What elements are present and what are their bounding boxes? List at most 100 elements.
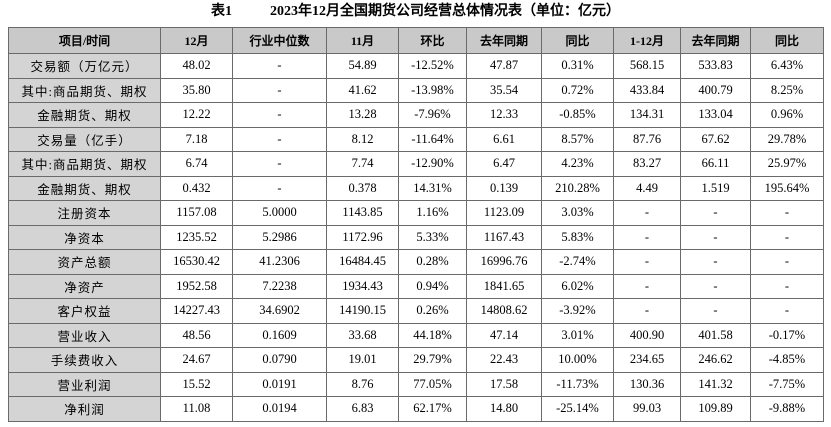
table-cell: 25.97% bbox=[750, 151, 824, 177]
table-cell: -12.52% bbox=[398, 53, 467, 79]
row-label: 其中:商品期货、期权 bbox=[8, 151, 161, 177]
table-cell: 533.83 bbox=[680, 53, 751, 79]
table-cell: 10.00% bbox=[541, 347, 614, 373]
row-label: 其中:商品期货、期权 bbox=[8, 77, 161, 103]
table-cell: 54.89 bbox=[326, 53, 399, 79]
table-cell: - bbox=[232, 126, 327, 152]
table-cell: 47.87 bbox=[466, 53, 542, 79]
table-cell: 0.0194 bbox=[232, 396, 327, 422]
table-cell: 16996.76 bbox=[466, 249, 542, 275]
table-cell: 0.0191 bbox=[232, 371, 327, 397]
table-cell: 3.01% bbox=[541, 322, 614, 348]
table-cell: 0.1609 bbox=[232, 322, 327, 348]
table-cell: 8.57% bbox=[541, 126, 614, 152]
table-cell: 13.28 bbox=[326, 102, 399, 128]
table-cell: 6.47 bbox=[466, 151, 542, 177]
table-cell: -4.85% bbox=[750, 347, 824, 373]
table-cell: -12.90% bbox=[398, 151, 467, 177]
table-cell: 19.01 bbox=[326, 347, 399, 373]
caption: 表1 2023年12月全国期货公司经营总体情况表（单位：亿元） bbox=[0, 2, 831, 22]
table-cell: 1123.09 bbox=[466, 200, 542, 226]
row-label: 客户权益 bbox=[8, 298, 161, 324]
table-cell: 134.31 bbox=[613, 102, 681, 128]
table-cell: - bbox=[613, 298, 681, 324]
column-header: 项目/时间 bbox=[8, 27, 161, 54]
table-cell: 4.49 bbox=[613, 175, 681, 201]
table-cell: 34.6902 bbox=[232, 298, 327, 324]
table-cell: 0.378 bbox=[326, 175, 399, 201]
table-cell: - bbox=[750, 273, 824, 299]
table-cell: 6.74 bbox=[160, 151, 233, 177]
header-row: 项目/时间 12月 行业中位数 11月 环比 去年同期 同比 1-12月 去年同期 同比 bbox=[8, 27, 824, 54]
table-cell: -3.92% bbox=[541, 298, 614, 324]
table-cell: 66.11 bbox=[680, 151, 751, 177]
column-header: 11月 bbox=[326, 27, 399, 54]
row-label: 注册资本 bbox=[8, 200, 161, 226]
column-header: 环比 bbox=[398, 27, 467, 54]
table-cell: 7.2238 bbox=[232, 273, 327, 299]
table-cell: 48.56 bbox=[160, 322, 233, 348]
table-cell: 1143.85 bbox=[326, 200, 399, 226]
table-cell: 1952.58 bbox=[160, 273, 233, 299]
table-cell: - bbox=[680, 200, 751, 226]
table-cell: -0.85% bbox=[541, 102, 614, 128]
table-row: 交易量（亿手） 7.18-8.12 -11.64% 6.61 8.57% 87.76 67.… bbox=[8, 126, 824, 152]
table-cell: - bbox=[750, 224, 824, 250]
table-cell: - bbox=[750, 200, 824, 226]
table-cell: 14190.15 bbox=[326, 298, 399, 324]
table-row: 营业利润 15.52 0.0191 8.76 77.05% 17.58 -11.73% 130… bbox=[8, 371, 824, 397]
table-cell: 77.05% bbox=[398, 371, 467, 397]
table-cell: 5.83% bbox=[541, 224, 614, 250]
row-label: 净资本 bbox=[8, 224, 161, 250]
table-cell: 41.2306 bbox=[232, 249, 327, 275]
table-cell: 5.2986 bbox=[232, 224, 327, 250]
row-label: 交易额（万亿元） bbox=[8, 53, 161, 79]
table-cell: 17.58 bbox=[466, 371, 542, 397]
table-cell: 1157.08 bbox=[160, 200, 233, 226]
table-cell: -11.64% bbox=[398, 126, 467, 152]
table-cell: 5.33% bbox=[398, 224, 467, 250]
table-row: 金融期货、期权 12.22-13.28 -7.96% 12.33 -0.85% 134.3… bbox=[8, 102, 824, 128]
table-cell: -7.96% bbox=[398, 102, 467, 128]
table-row: 手续费收入 24.67 0.0790 19.01 29.79% 22.43 10.00% 23… bbox=[8, 347, 824, 373]
table-row: 其中:商品期货、期权 6.74-7.74 -12.90% 6.47 4.23% 83.27… bbox=[8, 151, 824, 177]
table-row: 交易额（万亿元） 48.02-54.89 -12.52% 47.87 0.31% 568.… bbox=[8, 53, 824, 79]
table-cell: 14.80 bbox=[466, 396, 542, 422]
table-cell: 48.02 bbox=[160, 53, 233, 79]
table-cell: 1167.43 bbox=[466, 224, 542, 250]
row-label: 营业利润 bbox=[8, 371, 161, 397]
table-cell: - bbox=[680, 298, 751, 324]
table-cell: - bbox=[232, 151, 327, 177]
row-label: 资产总额 bbox=[8, 249, 161, 275]
table-cell: 109.89 bbox=[680, 396, 751, 422]
data-table: 项目/时间 12月 行业中位数 11月 环比 去年同期 同比 1-12月 去年同期 同比 交易额（… bbox=[8, 27, 824, 422]
table-cell: - bbox=[680, 224, 751, 250]
table-cell: - bbox=[232, 77, 327, 103]
table-row: 净资本 1235.52 5.2986 1172.96 5.33% 1167.43 5.83%… bbox=[8, 224, 824, 250]
table-cell: 141.32 bbox=[680, 371, 751, 397]
column-header: 去年同期 bbox=[466, 27, 542, 54]
table-title: 2023年12月全国期货公司经营总体情况表（单位：亿元） bbox=[270, 4, 620, 19]
column-header: 1-12月 bbox=[613, 27, 681, 54]
table-cell: 1.519 bbox=[680, 175, 751, 201]
table-cell: 8.25% bbox=[750, 77, 824, 103]
table-cell: 8.76 bbox=[326, 371, 399, 397]
table-cell: 0.31% bbox=[541, 53, 614, 79]
table-cell: 62.17% bbox=[398, 396, 467, 422]
table-cell: 133.04 bbox=[680, 102, 751, 128]
table-cell: - bbox=[750, 298, 824, 324]
table-cell: -11.73% bbox=[541, 371, 614, 397]
table-cell: 87.76 bbox=[613, 126, 681, 152]
table-cell: 33.68 bbox=[326, 322, 399, 348]
table-cell: 67.62 bbox=[680, 126, 751, 152]
table-cell: 35.80 bbox=[160, 77, 233, 103]
table-cell: 6.61 bbox=[466, 126, 542, 152]
table-cell: 433.84 bbox=[613, 77, 681, 103]
table-cell: 14808.62 bbox=[466, 298, 542, 324]
table-cell: 99.03 bbox=[613, 396, 681, 422]
row-label: 交易量（亿手） bbox=[8, 126, 161, 152]
table-cell: 7.74 bbox=[326, 151, 399, 177]
table-cell: 5.0000 bbox=[232, 200, 327, 226]
table-cell: 6.43% bbox=[750, 53, 824, 79]
table-cell: 568.15 bbox=[613, 53, 681, 79]
